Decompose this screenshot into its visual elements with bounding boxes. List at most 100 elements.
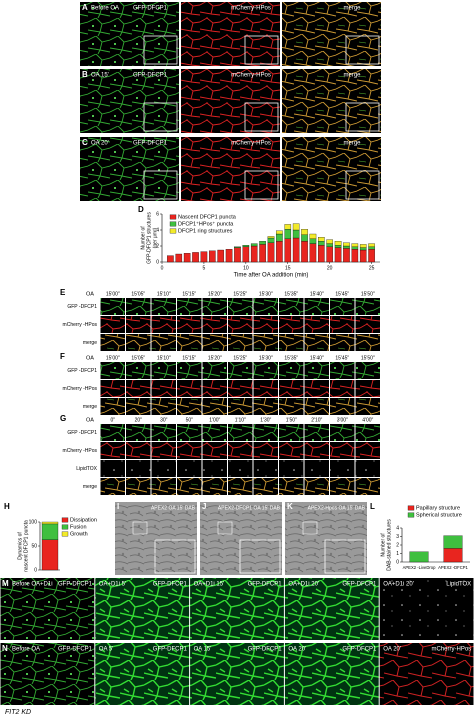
bar-segment xyxy=(318,241,325,246)
channel-label: mCherry-HPos xyxy=(231,6,271,12)
x-tick-label: 10 xyxy=(243,265,249,271)
micrograph xyxy=(304,316,329,333)
bar-segment xyxy=(276,230,283,235)
time-label: 50" xyxy=(186,417,194,423)
micrograph xyxy=(177,442,202,459)
micrograph xyxy=(355,398,380,415)
time-prefix: OA xyxy=(86,417,94,423)
legend-label: DFCP1⁺HPos⁺ puncta xyxy=(178,220,234,227)
micrograph xyxy=(126,316,151,333)
bar-segment xyxy=(351,249,359,263)
time-label: 15'35" xyxy=(284,355,298,361)
micrograph xyxy=(355,478,380,495)
bar-segment xyxy=(242,245,250,247)
inset xyxy=(244,102,279,132)
micrograph xyxy=(177,398,202,415)
em-label: APEX2-DFCP1 OA 15' DAB xyxy=(218,505,281,511)
micrograph xyxy=(228,478,253,495)
micrograph xyxy=(126,460,151,477)
x-tick-label: 0 xyxy=(161,265,164,271)
bar-segment xyxy=(309,243,317,263)
bar-segment xyxy=(326,243,333,247)
micrograph xyxy=(202,460,227,477)
footnote: FIT2 KD xyxy=(5,709,31,716)
bar-segment xyxy=(359,249,367,263)
roi-box xyxy=(302,521,318,535)
channel-label: GFP-DFCP1 xyxy=(248,582,283,588)
micrograph xyxy=(202,478,227,495)
time-label: 1'00" xyxy=(209,417,220,423)
micrograph xyxy=(330,316,355,333)
micrograph xyxy=(100,460,125,477)
row-label: mCherry -HPos xyxy=(63,322,98,328)
micrograph xyxy=(228,298,253,315)
time-prefix: OA xyxy=(86,355,94,361)
micrograph xyxy=(355,298,380,315)
micrograph xyxy=(151,362,176,379)
time-label: 1'10" xyxy=(235,417,246,423)
micrograph xyxy=(253,398,278,415)
legend-label: Dissipation xyxy=(70,517,97,523)
micrograph xyxy=(126,442,151,459)
micrograph xyxy=(355,316,380,333)
legend-label: Fusion xyxy=(70,524,87,530)
x-tick-label: 15 xyxy=(285,265,291,271)
panel-letter: M xyxy=(2,579,9,588)
bar-segment xyxy=(292,223,300,231)
time-label: 15'25" xyxy=(233,355,247,361)
bar-segment xyxy=(267,237,275,243)
roi-box xyxy=(132,521,148,535)
time-label: 15'15" xyxy=(182,355,196,361)
time-label: 15'20" xyxy=(208,355,222,361)
bar-segment xyxy=(368,246,375,250)
bar-segment xyxy=(209,250,216,263)
roi-box xyxy=(217,521,233,535)
inset xyxy=(244,35,279,65)
row-label: mCherry -HPos xyxy=(63,386,98,392)
micrograph xyxy=(304,424,329,441)
micrograph xyxy=(279,478,304,495)
bar-segment xyxy=(309,233,317,239)
bar-segment xyxy=(183,253,191,263)
micrograph xyxy=(330,424,355,441)
condition-label: Before OA xyxy=(91,6,119,12)
legend-swatch xyxy=(61,531,69,537)
micrograph xyxy=(228,380,253,397)
y-axis-label: GFP-DFCP1 structures xyxy=(146,212,152,264)
y-axis-label: nascent DFCP1 puncta xyxy=(23,520,29,572)
time-label: 15'05" xyxy=(131,291,145,297)
bar-segment xyxy=(326,239,333,244)
micrograph xyxy=(151,334,176,351)
channel-label: GFP-DFCP1 xyxy=(133,73,168,79)
bar-segment xyxy=(368,249,375,263)
micrograph xyxy=(177,460,202,477)
micrograph xyxy=(379,643,474,705)
panel-letter: L xyxy=(370,502,375,511)
row-label: GFP -DFCP1 xyxy=(67,368,97,374)
bar-segment xyxy=(267,242,275,263)
bar-segment xyxy=(318,237,325,242)
time-label: 15'45" xyxy=(335,291,349,297)
micrograph xyxy=(202,398,227,415)
micrograph xyxy=(279,424,304,441)
condition-label: OA+D1i 20' xyxy=(383,582,414,588)
y-tick-label: 50 xyxy=(31,543,37,549)
micrograph xyxy=(330,334,355,351)
bar-segment xyxy=(259,241,266,245)
time-label: 15'05" xyxy=(131,355,145,361)
row-label: GFP -DFCP1 xyxy=(67,430,97,436)
micrograph xyxy=(151,316,176,333)
channel-label: GFP-DFCP1 xyxy=(133,6,168,12)
micrograph xyxy=(304,478,329,495)
time-label: 4'00" xyxy=(362,417,373,423)
channel-label: merge xyxy=(343,73,361,79)
bar-segment xyxy=(284,229,292,239)
inset xyxy=(143,170,178,200)
y-tick-label: 1 xyxy=(396,551,399,557)
time-label: 15'10" xyxy=(157,355,171,361)
bar-segment xyxy=(334,247,342,263)
legend-label: Papillary structure xyxy=(416,505,460,511)
panel-letter: C xyxy=(82,138,88,147)
micrograph xyxy=(151,298,176,315)
bar-segment xyxy=(167,255,174,263)
